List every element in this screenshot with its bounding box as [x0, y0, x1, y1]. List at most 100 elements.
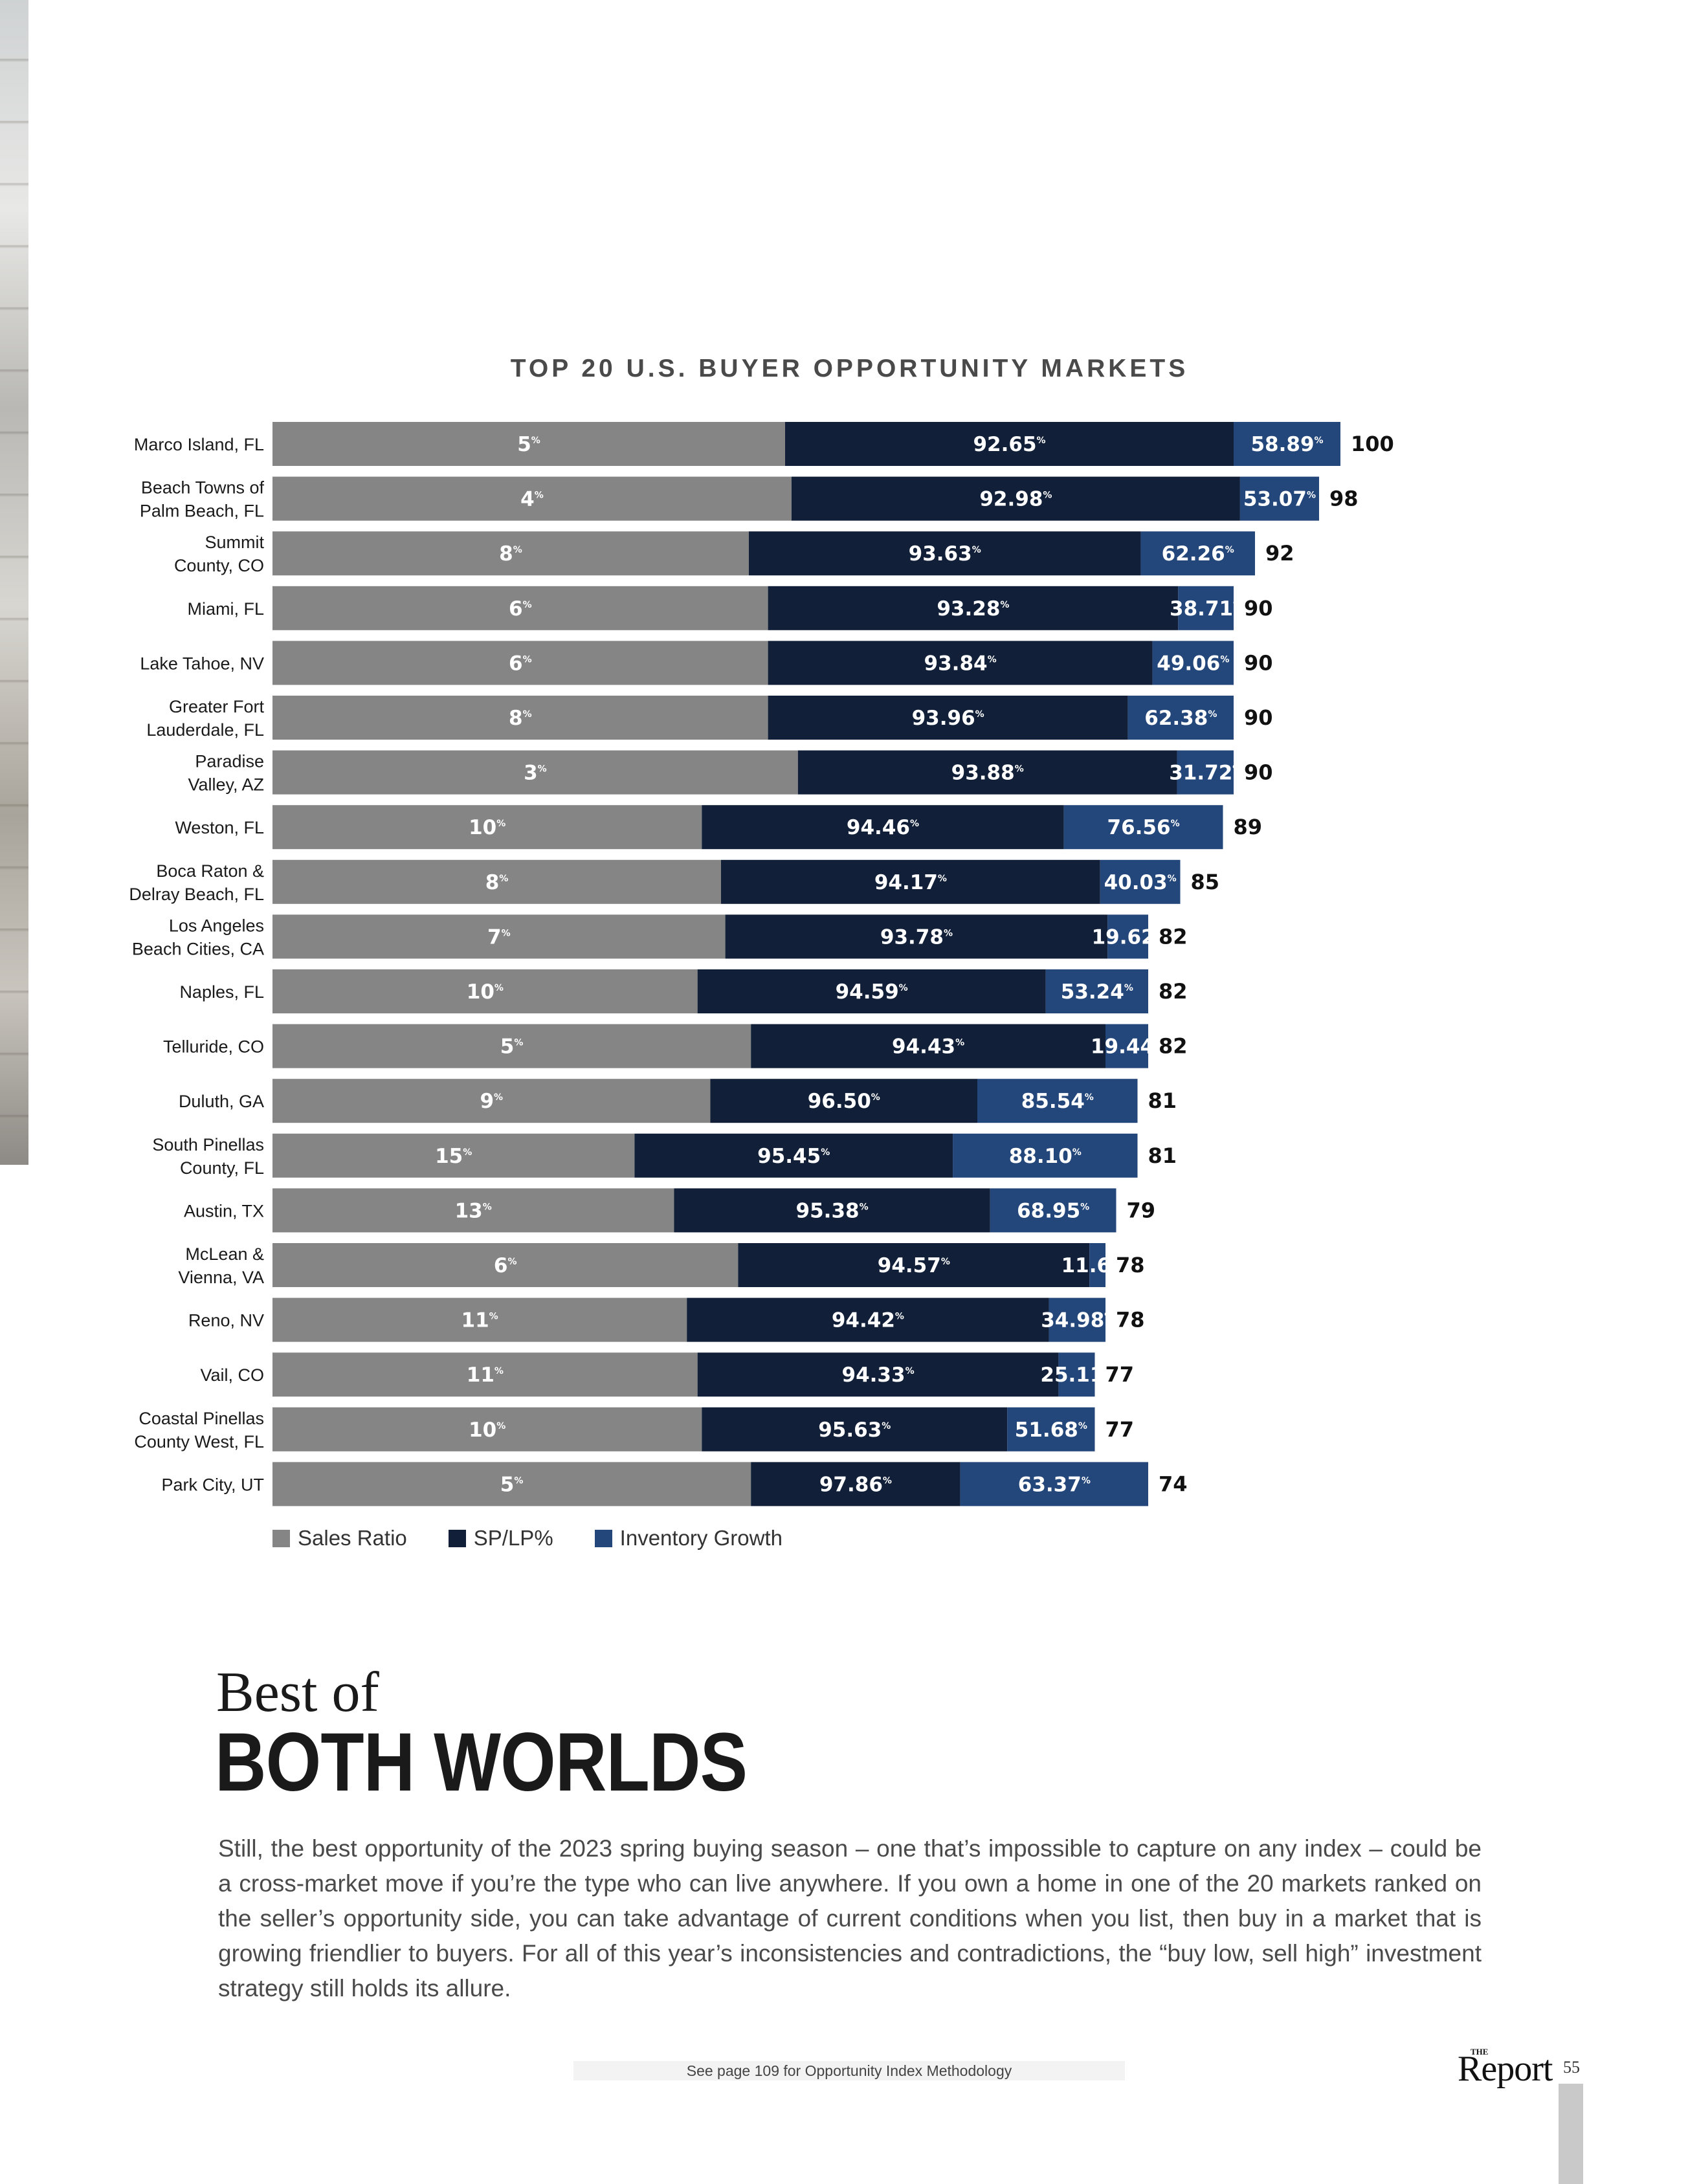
bar-segment-inventory-growth	[1045, 969, 1148, 1013]
bar-segment-sales-ratio	[272, 1297, 687, 1342]
bar-segment-inventory-growth	[1178, 586, 1234, 630]
data-label: 94.42%	[832, 1309, 904, 1332]
bar-segment-inventory-growth	[990, 1188, 1116, 1233]
bar-segment-sp-lp-	[702, 805, 1064, 850]
data-label: 93.88%	[951, 762, 1024, 785]
bar-segment-sp-lp-	[797, 750, 1177, 795]
data-label: 49.06%	[1157, 652, 1229, 675]
score-label: 82	[1159, 979, 1188, 1004]
data-label: 93.78%	[880, 925, 953, 949]
bar-segment-inventory-growth	[977, 1079, 1138, 1123]
bar-segment-inventory-growth	[953, 1133, 1138, 1178]
bar-segment-inventory-growth	[1234, 422, 1340, 466]
bar-segment-sales-ratio	[272, 1188, 674, 1233]
data-label: 94.46%	[847, 816, 919, 839]
brand-the: THE	[1471, 2047, 1489, 2057]
city-label: Naples, FL	[179, 982, 264, 1002]
data-label: 93.63%	[909, 542, 981, 566]
bar-segment-sp-lp-	[768, 586, 1179, 630]
data-label: 6%	[509, 597, 532, 621]
bar-segment-sp-lp-	[725, 914, 1108, 959]
data-label: 94.33%	[842, 1363, 915, 1387]
legend-item-inventory-growth: Inventory Growth	[594, 1526, 783, 1550]
data-label: 88.10%	[1009, 1145, 1082, 1168]
data-label: 62.38%	[1144, 707, 1217, 730]
data-label: 92.98%	[979, 488, 1052, 511]
bar-segment-inventory-growth	[1100, 859, 1181, 904]
bar-segment-sp-lp-	[687, 1297, 1049, 1342]
city-label: Miami, FL	[187, 599, 264, 619]
city-label: Duluth, GA	[179, 1092, 264, 1111]
data-label: 96.50%	[808, 1090, 880, 1113]
bar-segment-inventory-growth	[1105, 1024, 1148, 1068]
data-label: 19.44%	[1091, 1035, 1163, 1059]
score-label: 90	[1244, 596, 1273, 621]
bar-segment-sales-ratio	[272, 1133, 635, 1178]
score-label: 90	[1244, 650, 1273, 675]
data-label: 53.07%	[1243, 488, 1316, 511]
bar-segment-sales-ratio	[272, 805, 702, 850]
bar-segment-inventory-growth	[1177, 750, 1234, 795]
bar-segment-sales-ratio	[272, 422, 785, 466]
bar-segment-sp-lp-	[674, 1188, 990, 1233]
data-label: 94.43%	[892, 1035, 964, 1059]
bar-segment-sp-lp-	[697, 969, 1046, 1013]
data-label: 95.38%	[796, 1199, 869, 1222]
chart-title: TOP 20 U.S. BUYER OPPORTUNITY MARKETS	[510, 355, 1189, 382]
chart-legend: Sales Ratio SP/LP% Inventory Growth	[272, 1526, 783, 1550]
city-label: Vail, CO	[200, 1365, 264, 1385]
score-label: 78	[1116, 1253, 1145, 1277]
city-label: Greater Fort Lauderdale, FL	[146, 697, 264, 740]
data-label: 94.17%	[874, 871, 947, 894]
bar-segment-inventory-growth	[1140, 531, 1255, 576]
body-paragraph: Still, the best opportunity of the 2023 …	[218, 1835, 1482, 2002]
bar-segment-sp-lp-	[751, 1462, 961, 1506]
bar-segment-sales-ratio	[272, 1079, 711, 1123]
city-label: Los Angeles Beach Cities, CA	[132, 916, 264, 958]
data-label: 25.11%	[1040, 1363, 1113, 1387]
data-label: 93.96%	[912, 707, 984, 730]
score-label: 82	[1159, 1034, 1188, 1059]
bar-segment-inventory-growth	[1107, 914, 1148, 959]
brand-logo: Report	[1458, 2049, 1553, 2089]
bar-segment-sales-ratio	[272, 1462, 751, 1506]
section-heading-large: BOTH WORLDS	[215, 1716, 748, 1809]
bar-segment-sales-ratio	[272, 1352, 698, 1397]
city-label: Boca Raton & Delray Beach, FL	[129, 861, 264, 904]
city-label: Coastal Pinellas County West, FL	[134, 1409, 264, 1451]
data-label: 10%	[469, 816, 505, 839]
legend-label-sales-ratio: Sales Ratio	[298, 1526, 407, 1550]
bar-segment-sp-lp-	[697, 1352, 1059, 1397]
score-label: 79	[1127, 1198, 1156, 1222]
bar-segment-sp-lp-	[721, 859, 1100, 904]
bar-segment-sales-ratio	[272, 1243, 738, 1287]
score-label: 77	[1105, 1362, 1135, 1387]
data-label: 63.37%	[1018, 1473, 1091, 1496]
bar-segment-sp-lp-	[791, 476, 1240, 521]
legend-label-inventory-growth: Inventory Growth	[619, 1526, 783, 1550]
bar-segment-inventory-growth	[1063, 805, 1223, 850]
score-label: 78	[1116, 1308, 1145, 1332]
data-label: 38.71%	[1170, 597, 1242, 621]
legend-item-sales-ratio: Sales Ratio	[272, 1526, 407, 1550]
methodology-footnote: See page 109 for Opportunity Index Metho…	[573, 2061, 1125, 2080]
score-label: 89	[1234, 815, 1263, 839]
data-label: 94.59%	[836, 980, 908, 1004]
data-label: 94.57%	[878, 1254, 950, 1277]
city-label: Marco Island, FL	[134, 435, 264, 454]
data-label: 51.68%	[1015, 1418, 1087, 1442]
bar-segment-sp-lp-	[738, 1243, 1090, 1287]
city-label: McLean & Vienna, VA	[178, 1244, 264, 1287]
bar-segment-sales-ratio	[272, 750, 798, 795]
data-label: 93.84%	[924, 652, 997, 675]
bar-segment-sp-lp-	[751, 1024, 1105, 1068]
score-label: 98	[1329, 487, 1359, 511]
section-heading-small: Best of	[216, 1661, 379, 1724]
city-label: Reno, NV	[188, 1311, 264, 1330]
city-label: Summit County, CO	[174, 533, 265, 575]
score-label: 92	[1265, 541, 1294, 566]
bar-segment-inventory-growth	[1058, 1352, 1095, 1397]
city-label: Austin, TX	[184, 1201, 264, 1220]
score-label: 100	[1351, 432, 1394, 456]
data-label: 92.65%	[973, 433, 1045, 456]
